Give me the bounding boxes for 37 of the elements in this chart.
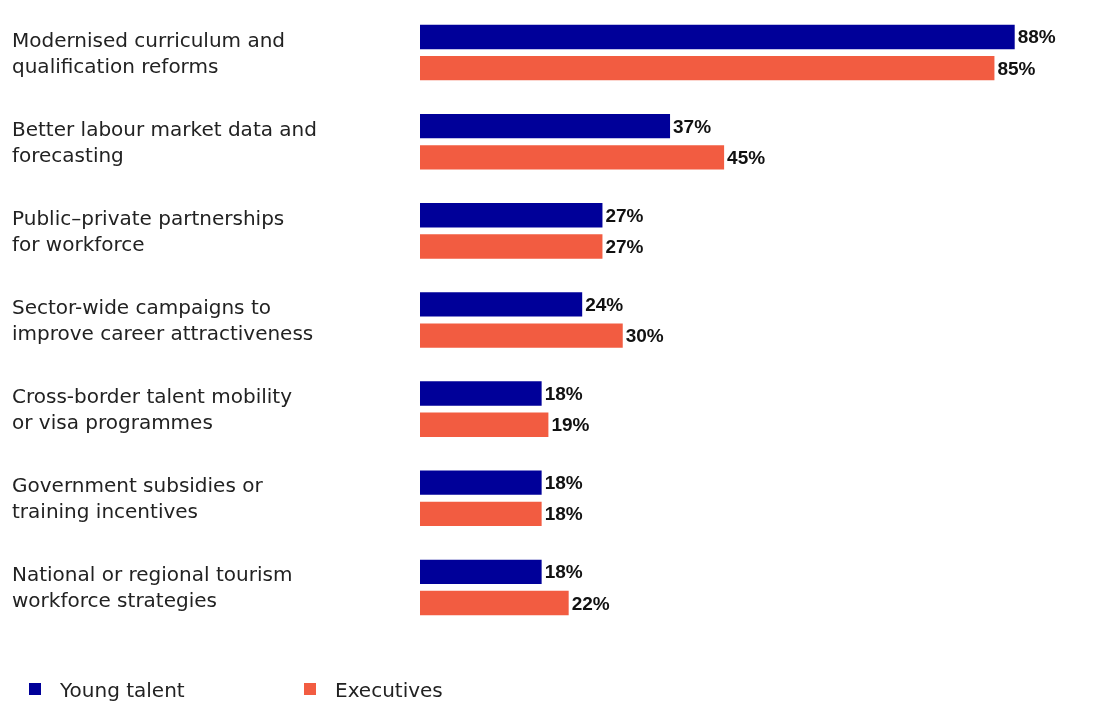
legend-label: Executives	[335, 677, 443, 702]
y-tick-label: Sector-wide campaigns to improve career attractiveness	[12, 295, 314, 345]
bar	[420, 24, 1015, 50]
data-label: 37%	[673, 115, 712, 137]
y-tick-label: Better labour market data and forecasting	[12, 117, 317, 167]
bar	[420, 145, 725, 170]
bar	[420, 381, 542, 406]
bar	[420, 323, 623, 348]
bar	[420, 470, 542, 495]
bar	[420, 412, 549, 437]
y-tick-label: National or regional tourism workforce strategies	[12, 562, 293, 612]
data-label: 19%	[551, 414, 590, 436]
bar	[420, 203, 603, 228]
bar	[420, 113, 671, 139]
y-tick-label: Cross-border talent mobility or visa programmes	[12, 384, 293, 434]
y-tick-label: Modernised curriculum and qualification reforms	[12, 28, 286, 78]
bar	[420, 501, 542, 527]
data-label: 45%	[727, 146, 766, 168]
data-label: 24%	[585, 293, 624, 315]
data-label: 85%	[997, 57, 1036, 79]
bar	[420, 56, 995, 81]
bar	[420, 559, 542, 584]
data-label: 27%	[605, 235, 644, 257]
bar	[420, 292, 583, 317]
data-label: 27%	[605, 204, 644, 226]
data-label: 88%	[1017, 26, 1056, 48]
data-label: 22%	[571, 592, 610, 614]
y-tick-label: Public–private partnerships for workforce	[12, 206, 285, 256]
data-label: 18%	[544, 561, 583, 583]
data-label: 18%	[544, 503, 583, 525]
data-label: 30%	[625, 325, 664, 347]
legend-label: Young talent	[59, 677, 185, 702]
y-tick-label: Government subsidies or training incentives	[12, 473, 264, 523]
data-label: 18%	[544, 383, 583, 405]
bar	[420, 590, 569, 616]
data-label: 18%	[544, 472, 583, 494]
bar	[420, 234, 603, 259]
